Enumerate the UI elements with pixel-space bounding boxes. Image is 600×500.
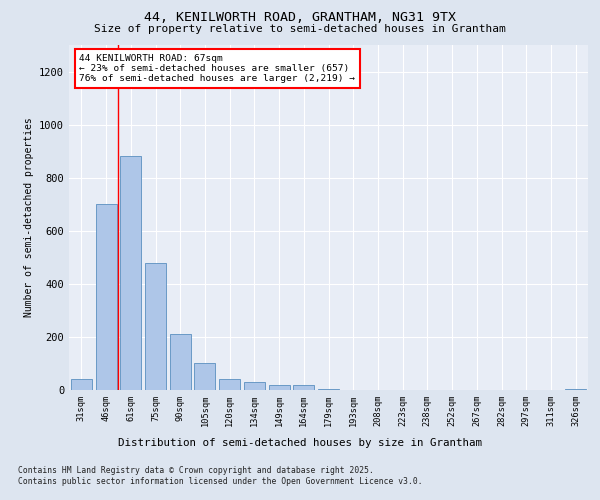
Text: Size of property relative to semi-detached houses in Grantham: Size of property relative to semi-detach… [94,24,506,34]
Bar [293,384,314,390]
Bar [170,334,191,390]
Y-axis label: Number of semi-detached properties: Number of semi-detached properties [23,118,34,318]
Text: Contains public sector information licensed under the Open Government Licence v3: Contains public sector information licen… [18,478,422,486]
Bar [120,156,141,390]
Text: Contains HM Land Registry data © Crown copyright and database right 2025.: Contains HM Land Registry data © Crown c… [18,466,374,475]
Bar [565,388,586,390]
Bar [95,204,116,390]
Bar [145,262,166,390]
Bar [194,364,215,390]
Bar [269,384,290,390]
Bar [71,380,92,390]
Text: 44 KENILWORTH ROAD: 67sqm
← 23% of semi-detached houses are smaller (657)
76% of: 44 KENILWORTH ROAD: 67sqm ← 23% of semi-… [79,54,355,84]
Text: 44, KENILWORTH ROAD, GRANTHAM, NG31 9TX: 44, KENILWORTH ROAD, GRANTHAM, NG31 9TX [144,11,456,24]
Bar [244,382,265,390]
Bar [318,388,339,390]
Text: Distribution of semi-detached houses by size in Grantham: Distribution of semi-detached houses by … [118,438,482,448]
Bar [219,380,240,390]
